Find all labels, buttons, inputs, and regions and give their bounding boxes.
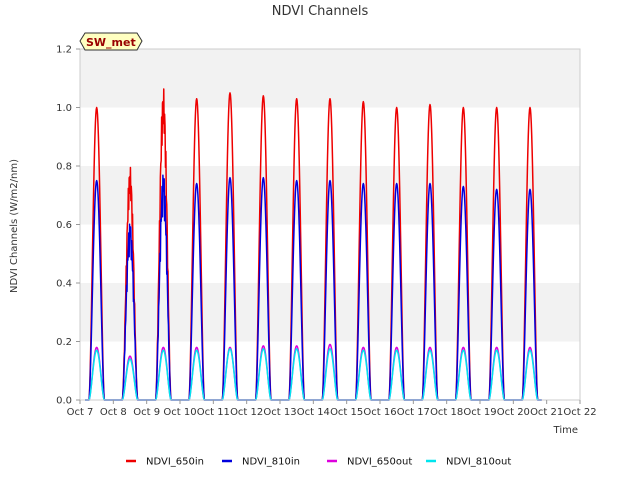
grid-band xyxy=(80,224,580,283)
x-tick-label: Oct 13 xyxy=(263,407,296,418)
x-tick-label: Oct 22 xyxy=(563,407,596,418)
x-tick-label: Oct 10 xyxy=(163,407,196,418)
y-tick-label: 1.2 xyxy=(56,45,72,56)
site-badge-shape xyxy=(79,32,143,51)
x-tick-label: Oct 19 xyxy=(463,407,496,418)
grid-band xyxy=(80,107,580,166)
x-tick-label: Oct 12 xyxy=(230,407,263,418)
legend-label: NDVI_810in xyxy=(242,457,300,468)
y-tick-label: 0.0 xyxy=(56,396,72,407)
legend-label: NDVI_810out xyxy=(446,457,511,468)
x-tick-label: Oct 14 xyxy=(297,407,330,418)
y-axis: 0.0 0.2 0.4 0.6 0.8 1.0 1.2 xyxy=(56,45,80,407)
x-tick-label: Oct 17 xyxy=(397,407,430,418)
grid-band xyxy=(80,341,580,400)
x-tick-label: Oct 21 xyxy=(530,407,563,418)
x-axis-title: Time xyxy=(553,425,578,436)
x-tick-label: Oct 8 xyxy=(100,407,127,418)
x-tick-label: Oct 20 xyxy=(497,407,530,418)
site-badge-label: SW_met xyxy=(86,36,136,49)
grid-band xyxy=(80,166,580,225)
x-tick-label: Oct 7 xyxy=(67,407,94,418)
y-tick-label: 0.6 xyxy=(56,220,72,231)
y-tick-label: 0.8 xyxy=(56,162,72,173)
y-tick-label: 0.2 xyxy=(56,337,72,348)
grid-band xyxy=(80,283,580,342)
site-badge: SW_met xyxy=(79,32,143,51)
y-axis-title: NDVI Channels (W/m2/nm) xyxy=(9,159,20,293)
grid-bands xyxy=(80,49,580,400)
legend-label: NDVI_650in xyxy=(146,457,204,468)
x-tick-label: Oct 9 xyxy=(133,407,160,418)
legend-label: NDVI_650out xyxy=(347,457,412,468)
y-tick-label: 1.0 xyxy=(56,103,72,114)
chart-title: NDVI Channels xyxy=(272,4,369,19)
legend: NDVI_650in NDVI_810in NDVI_650out NDVI_810o… xyxy=(126,457,511,468)
x-tick-label: Oct 18 xyxy=(430,407,463,418)
y-tick-label: 0.4 xyxy=(56,279,72,290)
x-axis: Oct 7 Oct 8 Oct 9 Oct 10 Oct 11 Oct 12 Oct 13 O… xyxy=(67,400,597,418)
x-tick-label: Oct 15 xyxy=(330,407,363,418)
x-tick-label: Oct 16 xyxy=(363,407,396,418)
x-tick-label: Oct 11 xyxy=(197,407,230,418)
